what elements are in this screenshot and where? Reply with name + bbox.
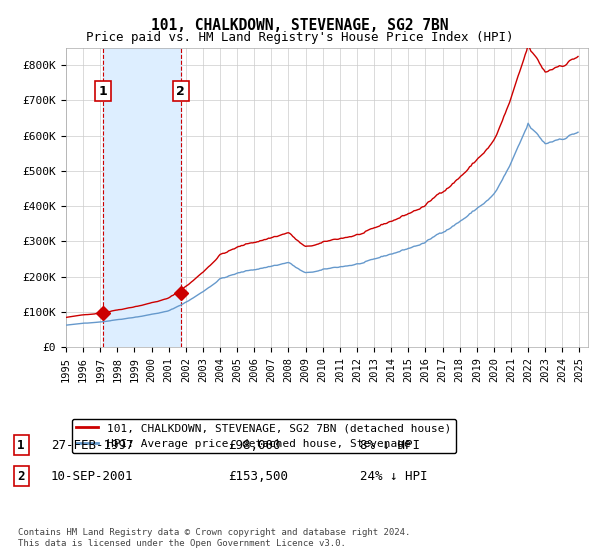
Text: 1: 1 <box>17 438 25 452</box>
Text: £153,500: £153,500 <box>228 469 288 483</box>
Text: 10-SEP-2001: 10-SEP-2001 <box>51 469 133 483</box>
Legend: 101, CHALKDOWN, STEVENAGE, SG2 7BN (detached house), HPI: Average price, detache: 101, CHALKDOWN, STEVENAGE, SG2 7BN (deta… <box>71 419 456 453</box>
Text: 1: 1 <box>98 85 107 97</box>
Bar <box>103 48 181 347</box>
Text: 2: 2 <box>17 469 25 483</box>
Text: Contains HM Land Registry data © Crown copyright and database right 2024.
This d: Contains HM Land Registry data © Crown c… <box>18 528 410 548</box>
Text: 101, CHALKDOWN, STEVENAGE, SG2 7BN: 101, CHALKDOWN, STEVENAGE, SG2 7BN <box>151 18 449 33</box>
Text: 24% ↓ HPI: 24% ↓ HPI <box>360 469 427 483</box>
Text: Price paid vs. HM Land Registry's House Price Index (HPI): Price paid vs. HM Land Registry's House … <box>86 31 514 44</box>
Text: £98,000: £98,000 <box>228 438 281 452</box>
Text: 27-FEB-1997: 27-FEB-1997 <box>51 438 133 452</box>
Text: 2: 2 <box>176 85 185 97</box>
Text: 8% ↓ HPI: 8% ↓ HPI <box>360 438 420 452</box>
